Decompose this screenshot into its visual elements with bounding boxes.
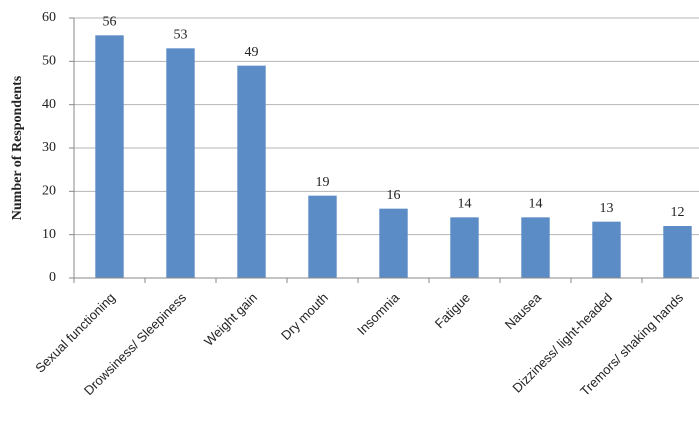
data-label: 49 (245, 45, 259, 60)
bar (166, 48, 195, 279)
bar (237, 65, 266, 279)
bar (379, 208, 408, 278)
data-label: 53 (174, 28, 188, 43)
bar (450, 217, 479, 278)
data-label: 56 (103, 15, 117, 30)
y-tick-label: 10 (42, 227, 56, 242)
y-tick-label: 0 (49, 270, 56, 285)
bar (308, 195, 337, 278)
data-label: 14 (529, 197, 543, 212)
x-tick-label: Insomnia (354, 289, 402, 337)
bar (521, 217, 550, 278)
bar (663, 226, 692, 278)
x-tick-label: Fatigue (432, 290, 473, 331)
data-label: 16 (387, 188, 401, 203)
data-label: 13 (600, 201, 614, 216)
y-tick-label: 60 (42, 10, 56, 25)
y-tick-label: 20 (42, 184, 56, 199)
bar (592, 221, 621, 278)
x-tick-label: Weight gain (201, 290, 260, 349)
x-tick-label: Dry mouth (278, 290, 331, 343)
data-label: 14 (458, 197, 472, 212)
y-axis-label: Number of Respondents (10, 75, 25, 220)
bar (95, 35, 124, 279)
y-tick-label: 30 (42, 140, 56, 155)
data-label: 19 (316, 175, 330, 190)
data-label: 12 (671, 205, 685, 220)
x-tick-label: Nausea (502, 289, 545, 332)
y-tick-label: 50 (42, 54, 56, 69)
y-tick-label: 40 (42, 97, 56, 112)
